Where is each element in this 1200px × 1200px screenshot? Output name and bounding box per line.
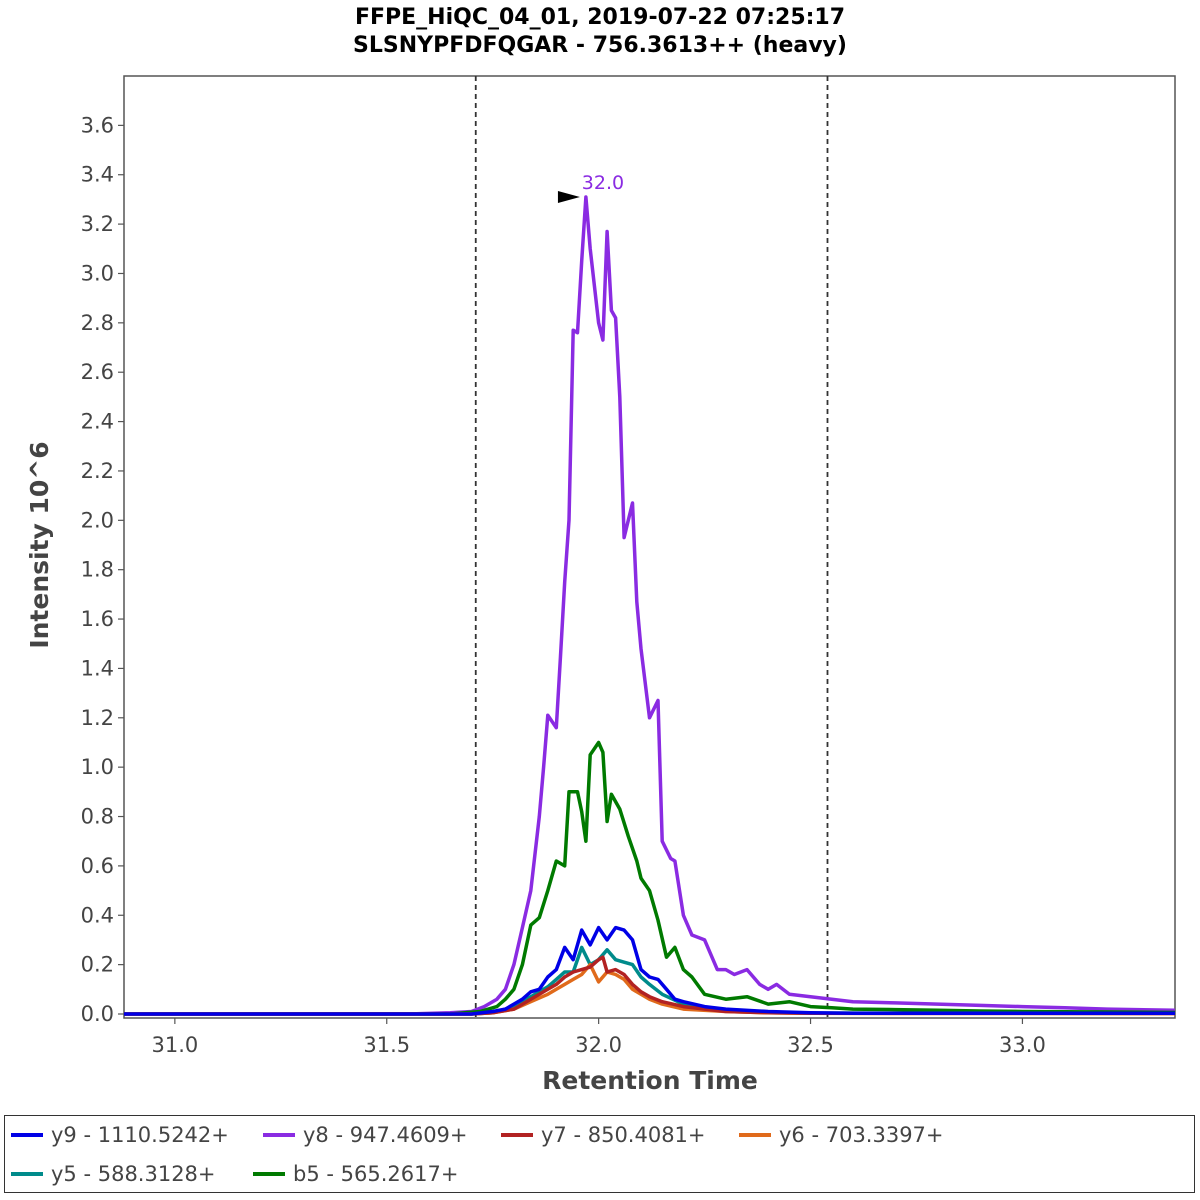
y-tick-label: 0.6 bbox=[81, 854, 114, 878]
peak-annotation: 32.0 bbox=[557, 172, 624, 203]
legend-item: y6 - 703.3397+ bbox=[739, 1120, 944, 1150]
chart-title-line-1: FFPE_HiQC_04_01, 2019-07-22 07:25:17 bbox=[355, 5, 845, 30]
y-tick-label: 0.0 bbox=[81, 1002, 114, 1026]
x-tick-label: 33.0 bbox=[999, 1033, 1046, 1057]
legend-item: b5 - 565.2617+ bbox=[253, 1159, 458, 1189]
y-tick-label: 0.2 bbox=[81, 953, 114, 977]
y-tick-label: 2.0 bbox=[81, 508, 114, 532]
y-tick-label: 1.8 bbox=[81, 558, 114, 582]
legend-label: y9 - 1110.5242+ bbox=[51, 1123, 229, 1147]
legend-item: y9 - 1110.5242+ bbox=[11, 1120, 229, 1150]
series-line-3 bbox=[124, 962, 1176, 1016]
x-tick-label: 31.0 bbox=[151, 1033, 198, 1057]
legend-label: y8 - 947.4609+ bbox=[303, 1123, 468, 1147]
x-tick-label: 32.5 bbox=[787, 1033, 834, 1057]
legend-label: b5 - 565.2617+ bbox=[293, 1162, 459, 1186]
y-tick-label: 1.6 bbox=[81, 607, 114, 631]
y-tick-label: 2.2 bbox=[81, 459, 114, 483]
y-tick-label: 3.0 bbox=[81, 261, 114, 285]
y-tick-label: 2.8 bbox=[81, 311, 114, 335]
chart: FFPE_HiQC_04_01, 2019-07-22 07:25:17 SLS… bbox=[25, 5, 1176, 1095]
y-tick-label: 1.0 bbox=[81, 755, 114, 779]
x-axis-title: Retention Time bbox=[542, 1066, 758, 1095]
y-tick-label: 3.2 bbox=[81, 212, 114, 236]
y-tick-label: 0.8 bbox=[81, 805, 114, 829]
y-tick-label: 1.2 bbox=[81, 706, 114, 730]
legend-label: y5 - 588.3128+ bbox=[51, 1162, 216, 1186]
chart-title-line-2: SLSNYPFDFQGAR - 756.3613++ (heavy) bbox=[353, 33, 847, 58]
peak-label: 32.0 bbox=[582, 172, 624, 194]
plot-area bbox=[123, 75, 1176, 1019]
y-tick-label: 3.4 bbox=[81, 163, 114, 187]
legend: y9 - 1110.5242+ y8 - 947.4609+ y7 - 850.40… bbox=[4, 1115, 1195, 1193]
y-tick-label: 3.6 bbox=[81, 113, 114, 137]
series-line-0 bbox=[124, 925, 1175, 1016]
series-lines bbox=[124, 195, 1176, 1016]
x-axis: 31.0 31.5 32.0 32.5 33.0 bbox=[151, 1018, 1046, 1057]
integration-boundaries bbox=[474, 76, 829, 1018]
legend-item: y7 - 850.4081+ bbox=[501, 1120, 706, 1150]
legend-swatch bbox=[253, 1172, 285, 1176]
legend-swatch bbox=[739, 1133, 771, 1137]
y-tick-label: 0.4 bbox=[81, 903, 114, 927]
legend-label: y6 - 703.3397+ bbox=[779, 1123, 944, 1147]
legend-swatch bbox=[11, 1133, 43, 1137]
series-line-1 bbox=[124, 195, 1176, 1016]
legend-label: y7 - 850.4081+ bbox=[541, 1123, 706, 1147]
y-axis: 0.0 0.2 0.4 0.6 0.8 1.0 1.2 1.4 1.6 1.8 2.0 2.2 2.4 2… bbox=[81, 113, 124, 1026]
legend-item: y8 - 947.4609+ bbox=[263, 1120, 468, 1150]
y-tick-label: 2.4 bbox=[81, 410, 114, 434]
peak-arrow-icon bbox=[557, 190, 580, 203]
legend-item: y5 - 588.3128+ bbox=[11, 1159, 216, 1189]
series-line-5 bbox=[124, 740, 1176, 1016]
y-axis-title: Intensity 10^6 bbox=[25, 441, 54, 648]
series-line-2 bbox=[124, 955, 1176, 1016]
y-tick-label: 1.4 bbox=[81, 656, 114, 680]
series-line-4 bbox=[124, 945, 1176, 1016]
y-tick-label: 2.6 bbox=[81, 360, 114, 384]
x-tick-label: 32.0 bbox=[575, 1033, 622, 1057]
x-tick-label: 31.5 bbox=[363, 1033, 410, 1057]
legend-swatch bbox=[11, 1172, 43, 1176]
legend-swatch bbox=[263, 1133, 295, 1137]
legend-swatch bbox=[501, 1133, 533, 1137]
